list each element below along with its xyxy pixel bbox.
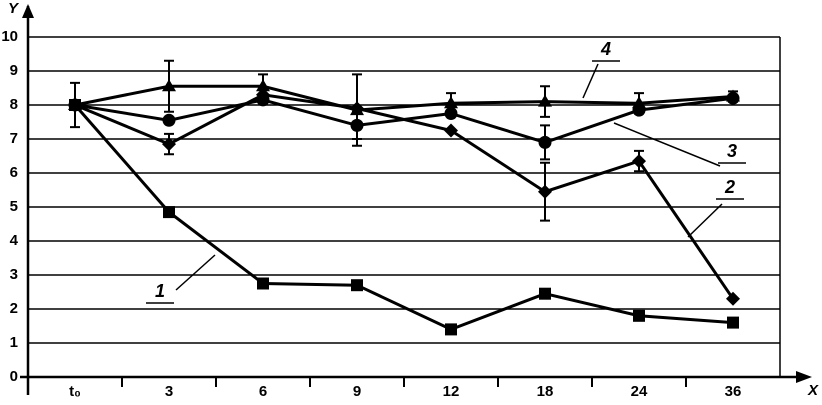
marker: [444, 123, 458, 138]
marker: [351, 279, 363, 292]
marker: [726, 89, 740, 102]
series-label: 4: [600, 39, 611, 59]
y-tick-label: 4: [10, 232, 19, 249]
x-axis-arrow: [796, 371, 812, 383]
x-tick-label: 3: [165, 383, 173, 400]
x-tick-label: 6: [259, 383, 267, 400]
marker: [632, 154, 646, 169]
marker: [256, 79, 270, 92]
series-line: [74, 93, 735, 300]
x-axis-label: X: [807, 382, 819, 399]
y-tick-label: 2: [10, 300, 18, 317]
marker: [256, 93, 270, 107]
y-tick-label: 7: [10, 130, 18, 147]
y-tick-label: 6: [10, 164, 18, 181]
y-tick-label: 9: [10, 62, 18, 79]
y-tick-label: 0: [10, 368, 18, 385]
marker: [633, 309, 645, 322]
series-label: 1: [155, 281, 165, 301]
marker: [538, 184, 552, 199]
y-tick-label: 5: [10, 198, 18, 215]
leader-line: [687, 203, 723, 238]
marker: [163, 206, 175, 219]
x-tick-label: 24: [631, 383, 648, 400]
leader-line: [175, 254, 216, 291]
marker: [538, 94, 552, 107]
marker: [162, 137, 176, 152]
y-tick-label: 1: [10, 334, 18, 351]
marker: [162, 113, 176, 127]
series-line: [74, 84, 734, 112]
x-tick-label: 18: [537, 383, 554, 400]
series-line: [73, 104, 734, 332]
y-tick-label: 8: [10, 96, 18, 113]
marker: [445, 323, 457, 336]
series-label: 2: [724, 177, 735, 197]
series-label: 3: [727, 141, 737, 161]
marker: [539, 287, 551, 300]
marker: [350, 103, 364, 116]
marker: [68, 98, 82, 110]
marker: [162, 79, 176, 92]
x-tick-label: 9: [353, 383, 361, 400]
marker: [632, 96, 646, 109]
y-axis-arrow: [22, 4, 34, 18]
marker: [538, 135, 552, 149]
marker: [444, 96, 458, 109]
x-tick-label: 36: [725, 383, 742, 400]
marker: [727, 316, 739, 329]
leader-line: [582, 63, 599, 99]
y-tick-label: 10: [1, 28, 18, 45]
x-tick-label: t₀: [69, 383, 81, 400]
marker: [726, 291, 740, 306]
series-line: [74, 96, 734, 144]
leader-line: [613, 122, 721, 167]
marker: [257, 277, 269, 290]
y-axis-label: Y: [8, 0, 20, 17]
x-tick-label: 12: [443, 383, 460, 400]
y-tick-label: 3: [10, 266, 18, 283]
